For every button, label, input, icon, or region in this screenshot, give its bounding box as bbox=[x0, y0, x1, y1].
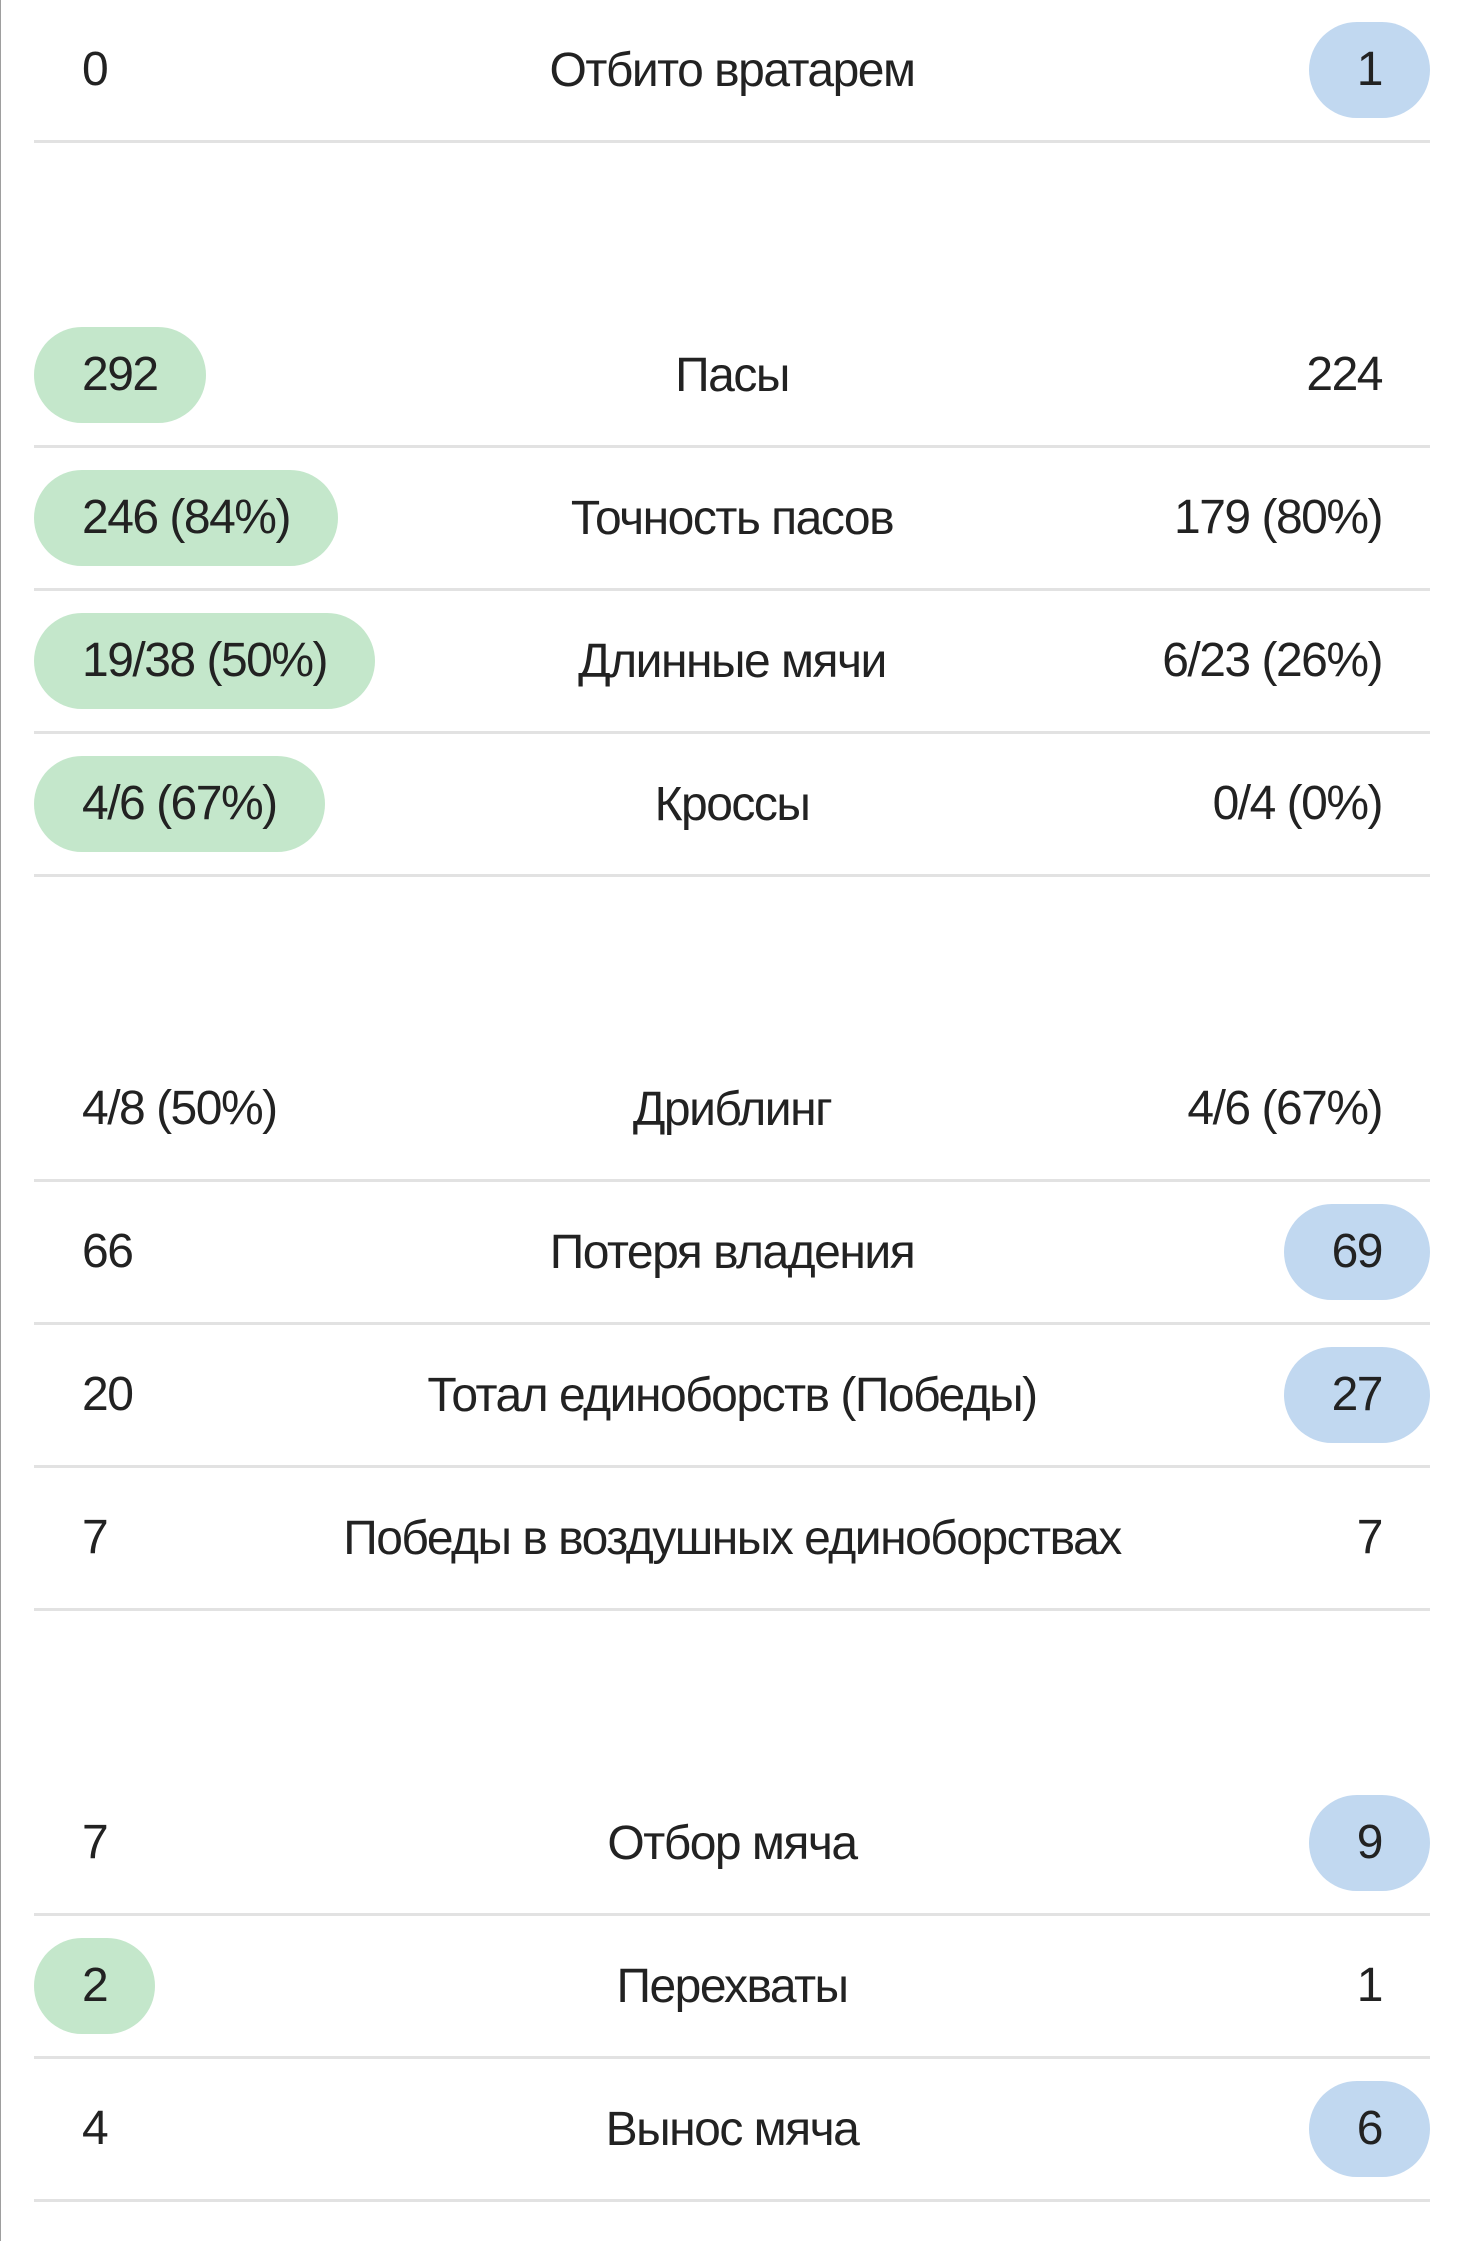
left-team-value: 7 bbox=[82, 1816, 109, 1869]
stat-label: Отбор мяча bbox=[607, 1816, 858, 1870]
right-team-value: 224 bbox=[1306, 348, 1383, 401]
right-team-value: 1 bbox=[1308, 22, 1430, 118]
stat-label: Победы в воздушных единоборствах bbox=[343, 1511, 1122, 1565]
left-team-value: 19/38 (50%) bbox=[34, 613, 375, 709]
stats-group-passing: 292 Пасы 224 246 (84%) Точность пасов 17… bbox=[34, 305, 1430, 877]
left-team-value: 66 bbox=[82, 1225, 134, 1278]
right-team-value: 4/6 (67%) bbox=[1187, 1082, 1383, 1135]
stat-row-saves: 0 Отбито вратарем 1 bbox=[34, 0, 1430, 143]
stat-row-tackles: 7 Отбор мяча 9 bbox=[34, 1773, 1430, 1916]
stat-label: Вынос мяча bbox=[605, 2102, 860, 2156]
right-team-value: 1 bbox=[1356, 1959, 1384, 2012]
left-team-value: 0 bbox=[82, 43, 109, 96]
right-team-value: 0/4 (0%) bbox=[1212, 777, 1384, 830]
window-edge bbox=[0, 0, 1, 2241]
right-team-value: 27 bbox=[1283, 1347, 1430, 1443]
right-team-value: 69 bbox=[1283, 1204, 1430, 1300]
left-team-value: 7 bbox=[82, 1511, 109, 1564]
match-stats-list[interactable]: 0 Отбито вратарем 1 292 Пасы 224 246 (84… bbox=[34, 0, 1430, 2202]
left-team-value: 4/8 (50%) bbox=[82, 1082, 278, 1135]
stat-row-long-balls: 19/38 (50%) Длинные мячи 6/23 (26%) bbox=[34, 591, 1430, 734]
stat-label: Перехваты bbox=[616, 1959, 849, 2013]
left-team-value: 4 bbox=[82, 2102, 109, 2155]
stat-row-possession-lost: 66 Потеря владения 69 bbox=[34, 1182, 1430, 1325]
stat-label: Пасы bbox=[675, 348, 790, 402]
left-team-value: 2 bbox=[34, 1938, 156, 2034]
right-team-value: 7 bbox=[1356, 1511, 1384, 1564]
stats-group-duels: 4/8 (50%) Дриблинг 4/6 (67%) 66 Потеря в… bbox=[34, 1039, 1430, 1611]
left-team-value: 246 (84%) bbox=[34, 470, 338, 566]
stat-row-passes: 292 Пасы 224 bbox=[34, 305, 1430, 448]
stat-row-crosses: 4/6 (67%) Кроссы 0/4 (0%) bbox=[34, 734, 1430, 877]
stat-row-pass-accuracy: 246 (84%) Точность пасов 179 (80%) bbox=[34, 448, 1430, 591]
left-team-value: 4/6 (67%) bbox=[34, 756, 325, 852]
stats-group-goalkeeping: 0 Отбито вратарем 1 bbox=[34, 0, 1430, 143]
stat-row-dribbling: 4/8 (50%) Дриблинг 4/6 (67%) bbox=[34, 1039, 1430, 1182]
stat-row-aerial-duels-won: 7 Победы в воздушных единоборствах 7 bbox=[34, 1468, 1430, 1611]
stat-row-clearances: 4 Вынос мяча 6 bbox=[34, 2059, 1430, 2202]
stats-group-defending: 7 Отбор мяча 9 2 Перехваты 1 4 Вынос мяч… bbox=[34, 1773, 1430, 2202]
right-team-value: 9 bbox=[1308, 1795, 1430, 1891]
stat-label: Тотал единоборств (Победы) bbox=[427, 1368, 1038, 1422]
stat-label: Отбито вратарем bbox=[549, 43, 916, 97]
stat-row-total-duels: 20 Тотал единоборств (Победы) 27 bbox=[34, 1325, 1430, 1468]
stat-row-interceptions: 2 Перехваты 1 bbox=[34, 1916, 1430, 2059]
stat-label: Потеря владения bbox=[549, 1225, 916, 1279]
right-team-value: 6 bbox=[1308, 2081, 1430, 2177]
right-team-value: 6/23 (26%) bbox=[1162, 634, 1383, 687]
left-team-value: 20 bbox=[82, 1368, 134, 1421]
right-team-value: 179 (80%) bbox=[1174, 491, 1383, 544]
left-team-value: 292 bbox=[34, 327, 206, 423]
